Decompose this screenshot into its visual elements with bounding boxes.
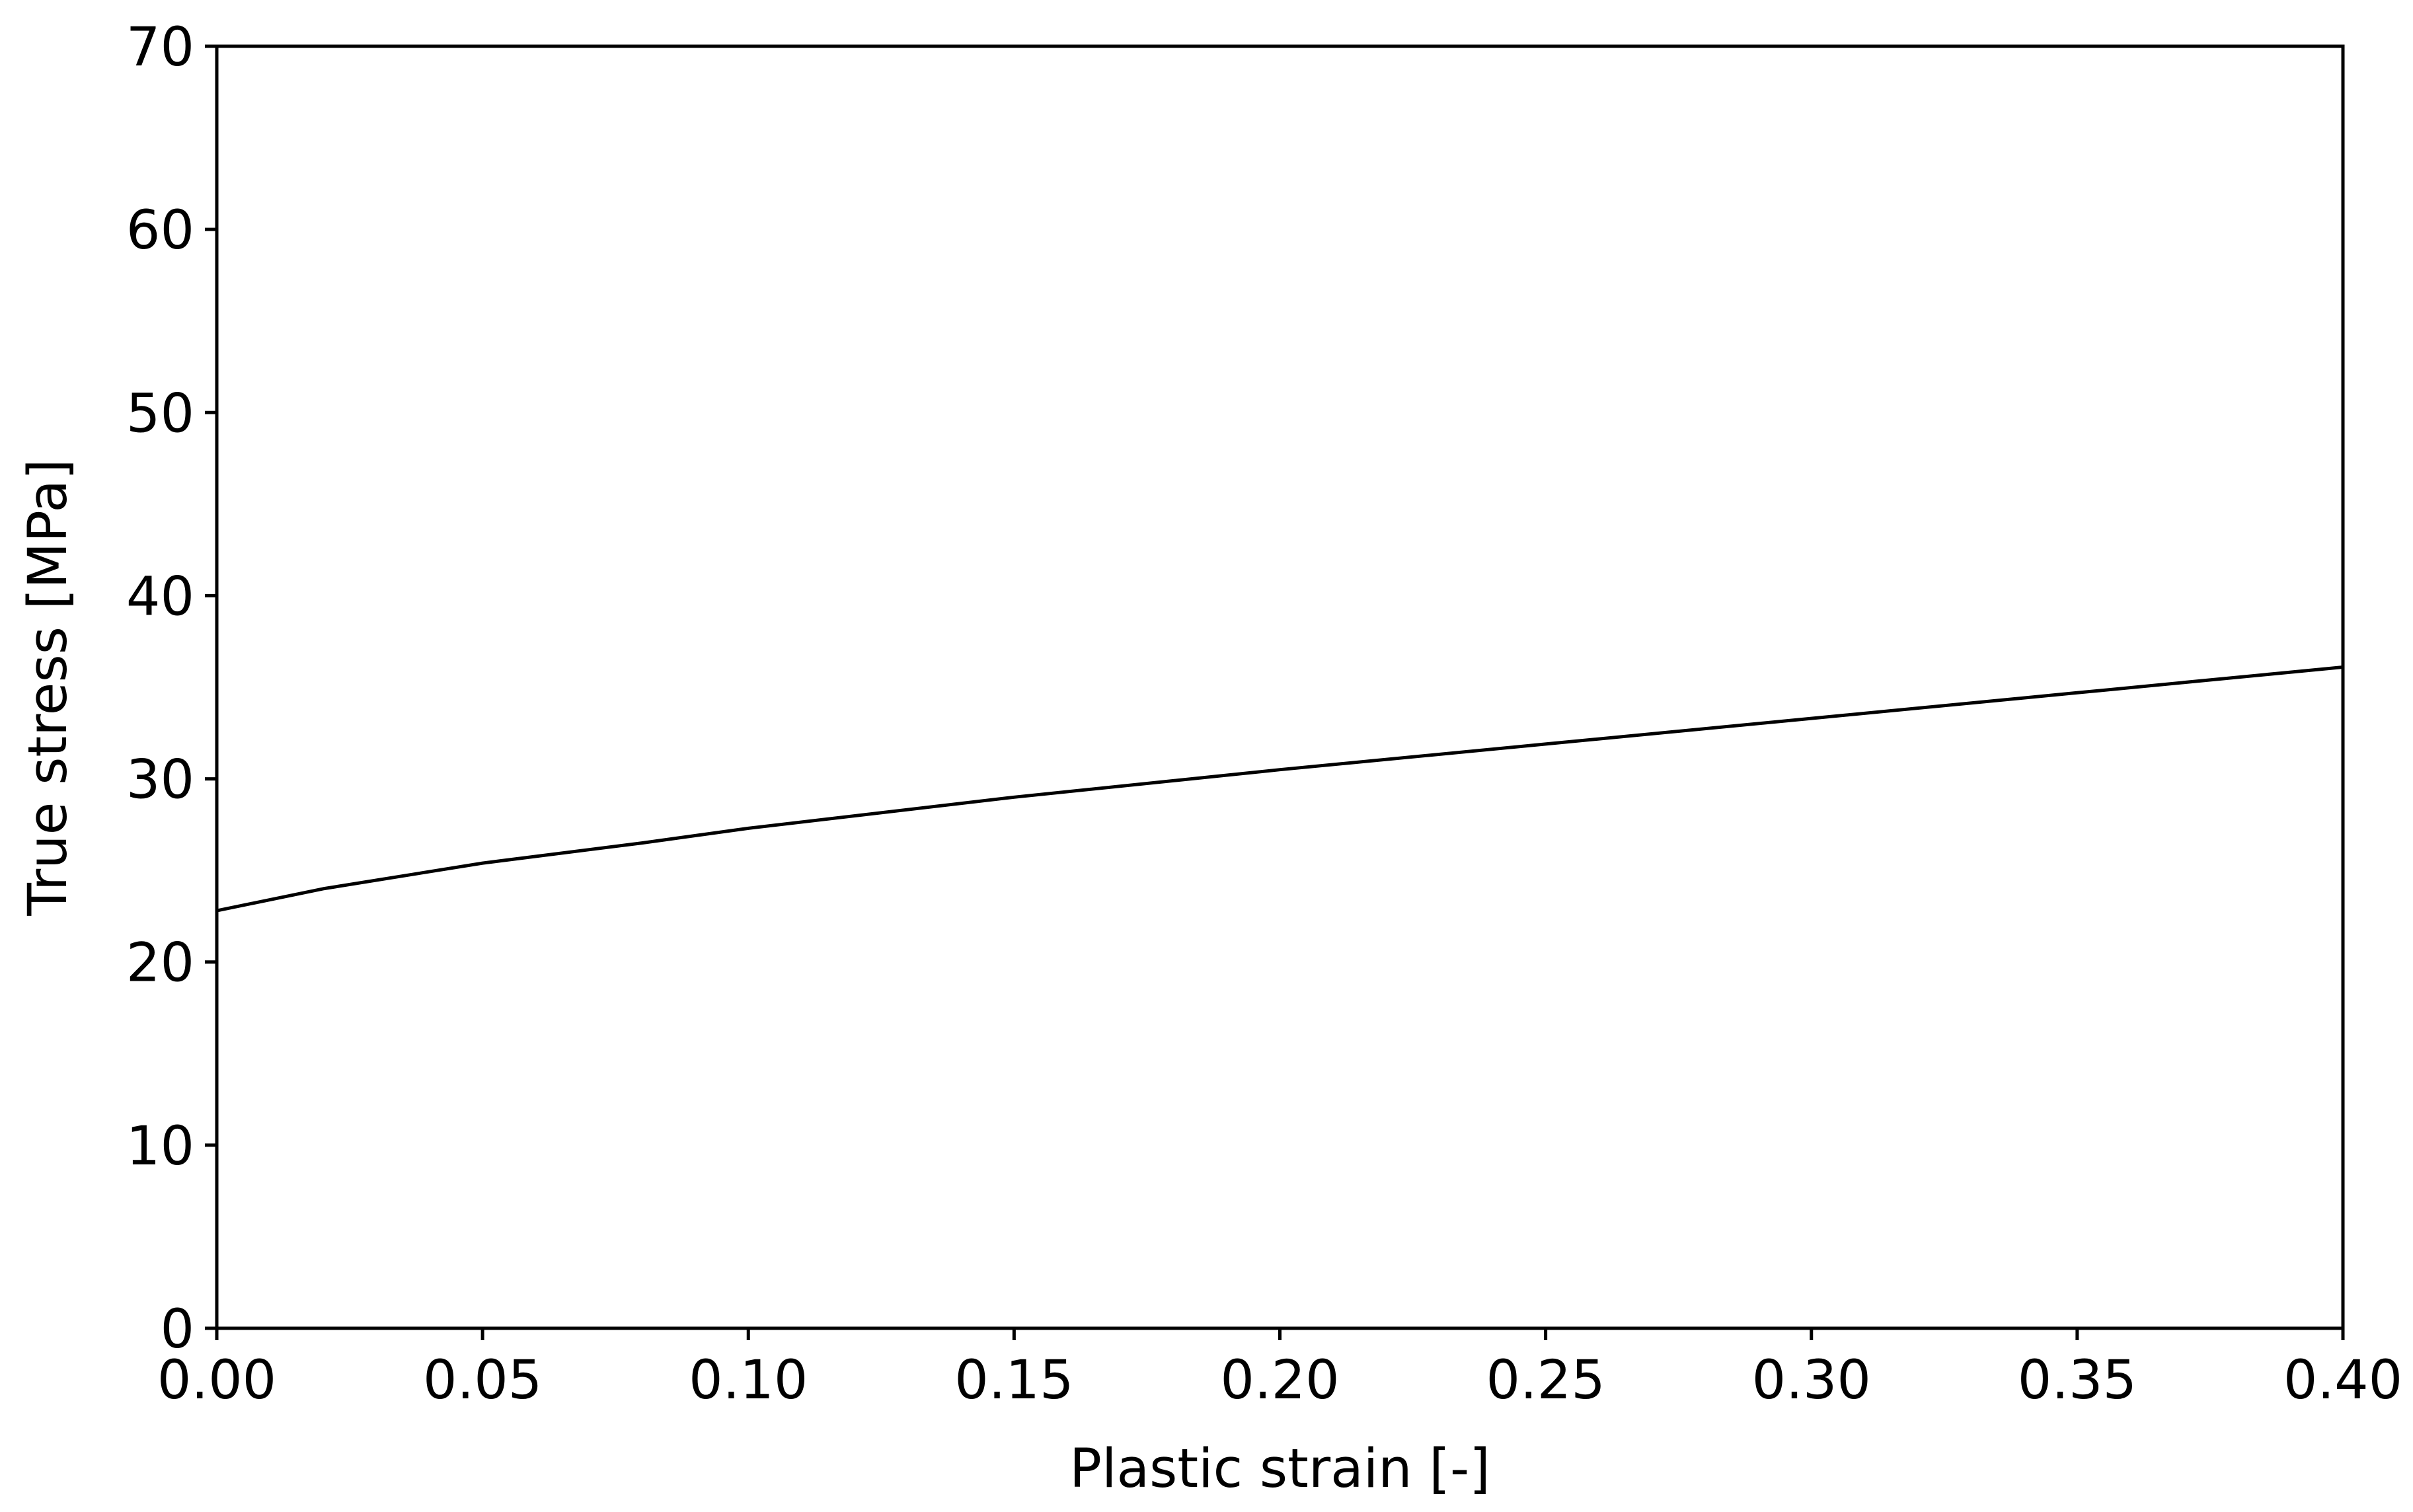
x-tick-label: 0.10 (689, 1349, 808, 1412)
y-tick-label: 70 (126, 17, 194, 79)
y-tick-label: 40 (126, 566, 194, 628)
x-axis-ticks: 0.00 0.05 0.10 0.15 0.20 0.25 0.30 0.35 0.40 (157, 1328, 2402, 1412)
x-axis-title: Plastic strain [-] (1069, 1438, 1490, 1500)
y-tick-label: 10 (126, 1115, 194, 1178)
stress-strain-curve (216, 665, 2344, 913)
y-axis-ticks: 0 10 20 30 40 50 60 70 (126, 17, 217, 1361)
x-tick-label: 0.25 (1486, 1349, 1605, 1412)
y-axis-title: True stress [MPa] (17, 459, 79, 916)
x-tick-label: 0.15 (954, 1349, 1073, 1412)
y-tick-label: 0 (160, 1299, 194, 1361)
y-tick-label: 30 (126, 749, 194, 812)
x-tick-label: 0.20 (1220, 1349, 1339, 1412)
y-tick-label: 60 (126, 200, 194, 262)
x-tick-label: 0.05 (423, 1349, 542, 1412)
x-tick-label: 0.00 (157, 1349, 276, 1412)
x-tick-label: 0.35 (2018, 1349, 2137, 1412)
y-tick-label: 20 (126, 932, 194, 995)
plot-frame (215, 44, 2345, 1330)
x-tick-label: 0.40 (2283, 1349, 2402, 1412)
y-tick-label: 50 (126, 383, 194, 445)
x-tick-label: 0.30 (1752, 1349, 1871, 1412)
